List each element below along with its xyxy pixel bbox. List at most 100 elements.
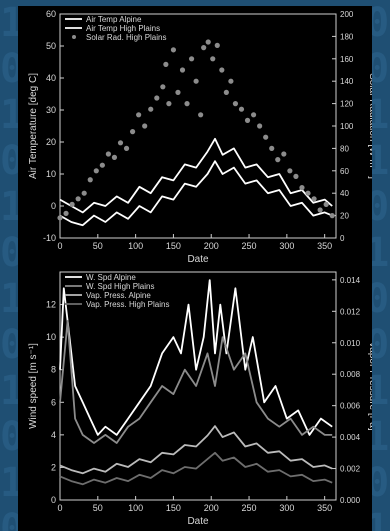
top-series-2-point <box>214 42 220 48</box>
top-series-2-point <box>175 89 181 95</box>
bottom-x-axis-label: Date <box>187 516 209 527</box>
top-series-2-point <box>154 95 160 101</box>
top-series-2-point <box>198 112 204 118</box>
bottom-y2-tick-label: 0.010 <box>340 339 361 348</box>
bottom-x-tick-label: 0 <box>57 503 62 513</box>
top-series-2-point <box>329 213 335 219</box>
bottom-x-tick-label: 300 <box>279 503 294 513</box>
top-series-2-point <box>244 117 251 123</box>
top-series-2-point <box>160 84 166 90</box>
top-series-2-point <box>210 56 216 62</box>
bottom-y-tick-label: 2 <box>51 462 56 472</box>
bottom-y2-tick-label: 0.002 <box>340 465 361 474</box>
top-series-2-point <box>117 140 124 146</box>
top-series-2-point <box>179 67 186 73</box>
bottom-y2-axis-label: Vapor Pressure [Pa] <box>367 341 372 431</box>
bottom-y2-tick-label: 0.012 <box>340 307 361 316</box>
top-y2-tick-label: 180 <box>340 32 354 41</box>
bottom-legend-label: Vap. Press. Alpine <box>86 291 151 300</box>
top-series-2-point <box>205 39 211 45</box>
top-y2-tick-label: 40 <box>340 189 349 198</box>
top-x-tick-label: 200 <box>204 241 219 251</box>
top-series-2-point <box>136 112 142 118</box>
top-series-2-point <box>323 201 329 207</box>
top-series-2-point <box>69 201 75 207</box>
top-x-tick-label: 350 <box>317 241 332 251</box>
top-y-tick-label: 30 <box>46 105 56 115</box>
bottom-y-tick-label: 4 <box>51 430 56 440</box>
top-y2-tick-label: 60 <box>340 167 349 176</box>
top-series-2-point <box>287 168 293 174</box>
bottom-x-tick-label: 250 <box>242 503 257 513</box>
top-series-2-point <box>219 67 225 73</box>
bottom-x-tick-label: 200 <box>204 503 219 513</box>
bottom-x-tick-label: 150 <box>166 503 181 513</box>
bottom-y-tick-label: 0 <box>51 495 56 505</box>
top-series-2-point <box>75 196 81 202</box>
top-y2-tick-label: 20 <box>340 212 349 221</box>
top-y2-tick-label: 100 <box>340 122 354 131</box>
top-x-tick-label: 50 <box>93 241 103 251</box>
top-y-tick-label: -10 <box>43 233 56 243</box>
top-series-2-point <box>188 56 195 62</box>
top-series-2-point <box>123 145 130 151</box>
top-series-2-point <box>105 151 111 157</box>
top-series-2-point <box>170 47 177 53</box>
top-y-tick-label: 40 <box>46 73 56 83</box>
bottom-y2-tick-label: 0.008 <box>340 370 361 379</box>
bottom-y2-tick-label: 0.000 <box>340 496 361 505</box>
top-series-2-point <box>81 190 87 196</box>
top-y-tick-label: 10 <box>46 169 56 179</box>
top-y2-tick-label: 120 <box>340 100 354 109</box>
top-series-2-point <box>63 210 69 216</box>
bottom-y-axis-label: Wind speed [m s⁻¹] <box>28 343 39 429</box>
top-y2-axis-label: Solar Radiation [W m⁻²] <box>367 73 372 179</box>
top-series-2-point <box>129 129 136 135</box>
top-series-1-line <box>59 137 333 214</box>
top-series-2-point <box>232 101 239 107</box>
top-series-2-point <box>57 215 63 221</box>
bottom-y2-tick-label: 0.004 <box>340 433 361 442</box>
top-y2-tick-label: 160 <box>340 55 354 64</box>
bottom-series-0-line <box>59 279 333 436</box>
top-series-2-point <box>193 78 199 84</box>
top-series-2-point <box>257 123 263 129</box>
top-series-2-point <box>238 106 245 112</box>
bottom-legend-label: W. Spd High Plains <box>86 282 154 291</box>
top-series-2-point <box>293 173 299 179</box>
top-y-tick-label: 20 <box>46 137 56 147</box>
top-series-2-point <box>305 190 311 196</box>
top-x-tick-label: 150 <box>166 241 181 251</box>
bottom-y2-tick-label: 0.014 <box>340 276 361 285</box>
top-x-tick-label: 250 <box>242 241 257 251</box>
top-series-2-point <box>311 196 317 202</box>
bottom-series-3-line <box>59 451 333 486</box>
top-series-2-point <box>317 207 323 213</box>
top-x-tick-label: 300 <box>279 241 294 251</box>
top-legend-label: Solar Rad. High Plains <box>86 33 166 42</box>
figure-panel: 0 50 100 150 200 250 300 350 -10 0 10 20 30 40 50 60 0 20… <box>18 6 372 531</box>
top-series-2-point <box>281 151 287 157</box>
top-series-2-point <box>184 101 190 107</box>
top-series-2-point <box>250 112 257 118</box>
top-series-2-point <box>93 168 99 174</box>
top-series-2-point <box>263 134 269 140</box>
top-series-2-point <box>223 89 229 95</box>
top-series-2-point <box>163 61 169 67</box>
top-series-2-point <box>201 45 207 51</box>
top-x-axis-label: Date <box>187 254 209 265</box>
top-y2-tick-label: 0 <box>340 234 345 243</box>
top-series-0-line <box>59 160 333 227</box>
top-y2-tick-label: 140 <box>340 77 354 86</box>
top-x-tick-label: 0 <box>57 241 62 251</box>
top-series-2-point <box>87 177 93 183</box>
top-legend-label: Air Temp Alpine <box>86 15 142 24</box>
top-x-tick-label: 100 <box>128 241 143 251</box>
top-y-tick-label: 50 <box>46 41 56 51</box>
bottom-plot-frame <box>59 271 337 501</box>
bottom-series-2-line <box>59 425 333 475</box>
top-series-2-point <box>269 145 275 151</box>
top-series-2-point <box>148 106 154 112</box>
top-series-2-point <box>299 185 305 191</box>
top-series-2-point <box>228 78 234 84</box>
